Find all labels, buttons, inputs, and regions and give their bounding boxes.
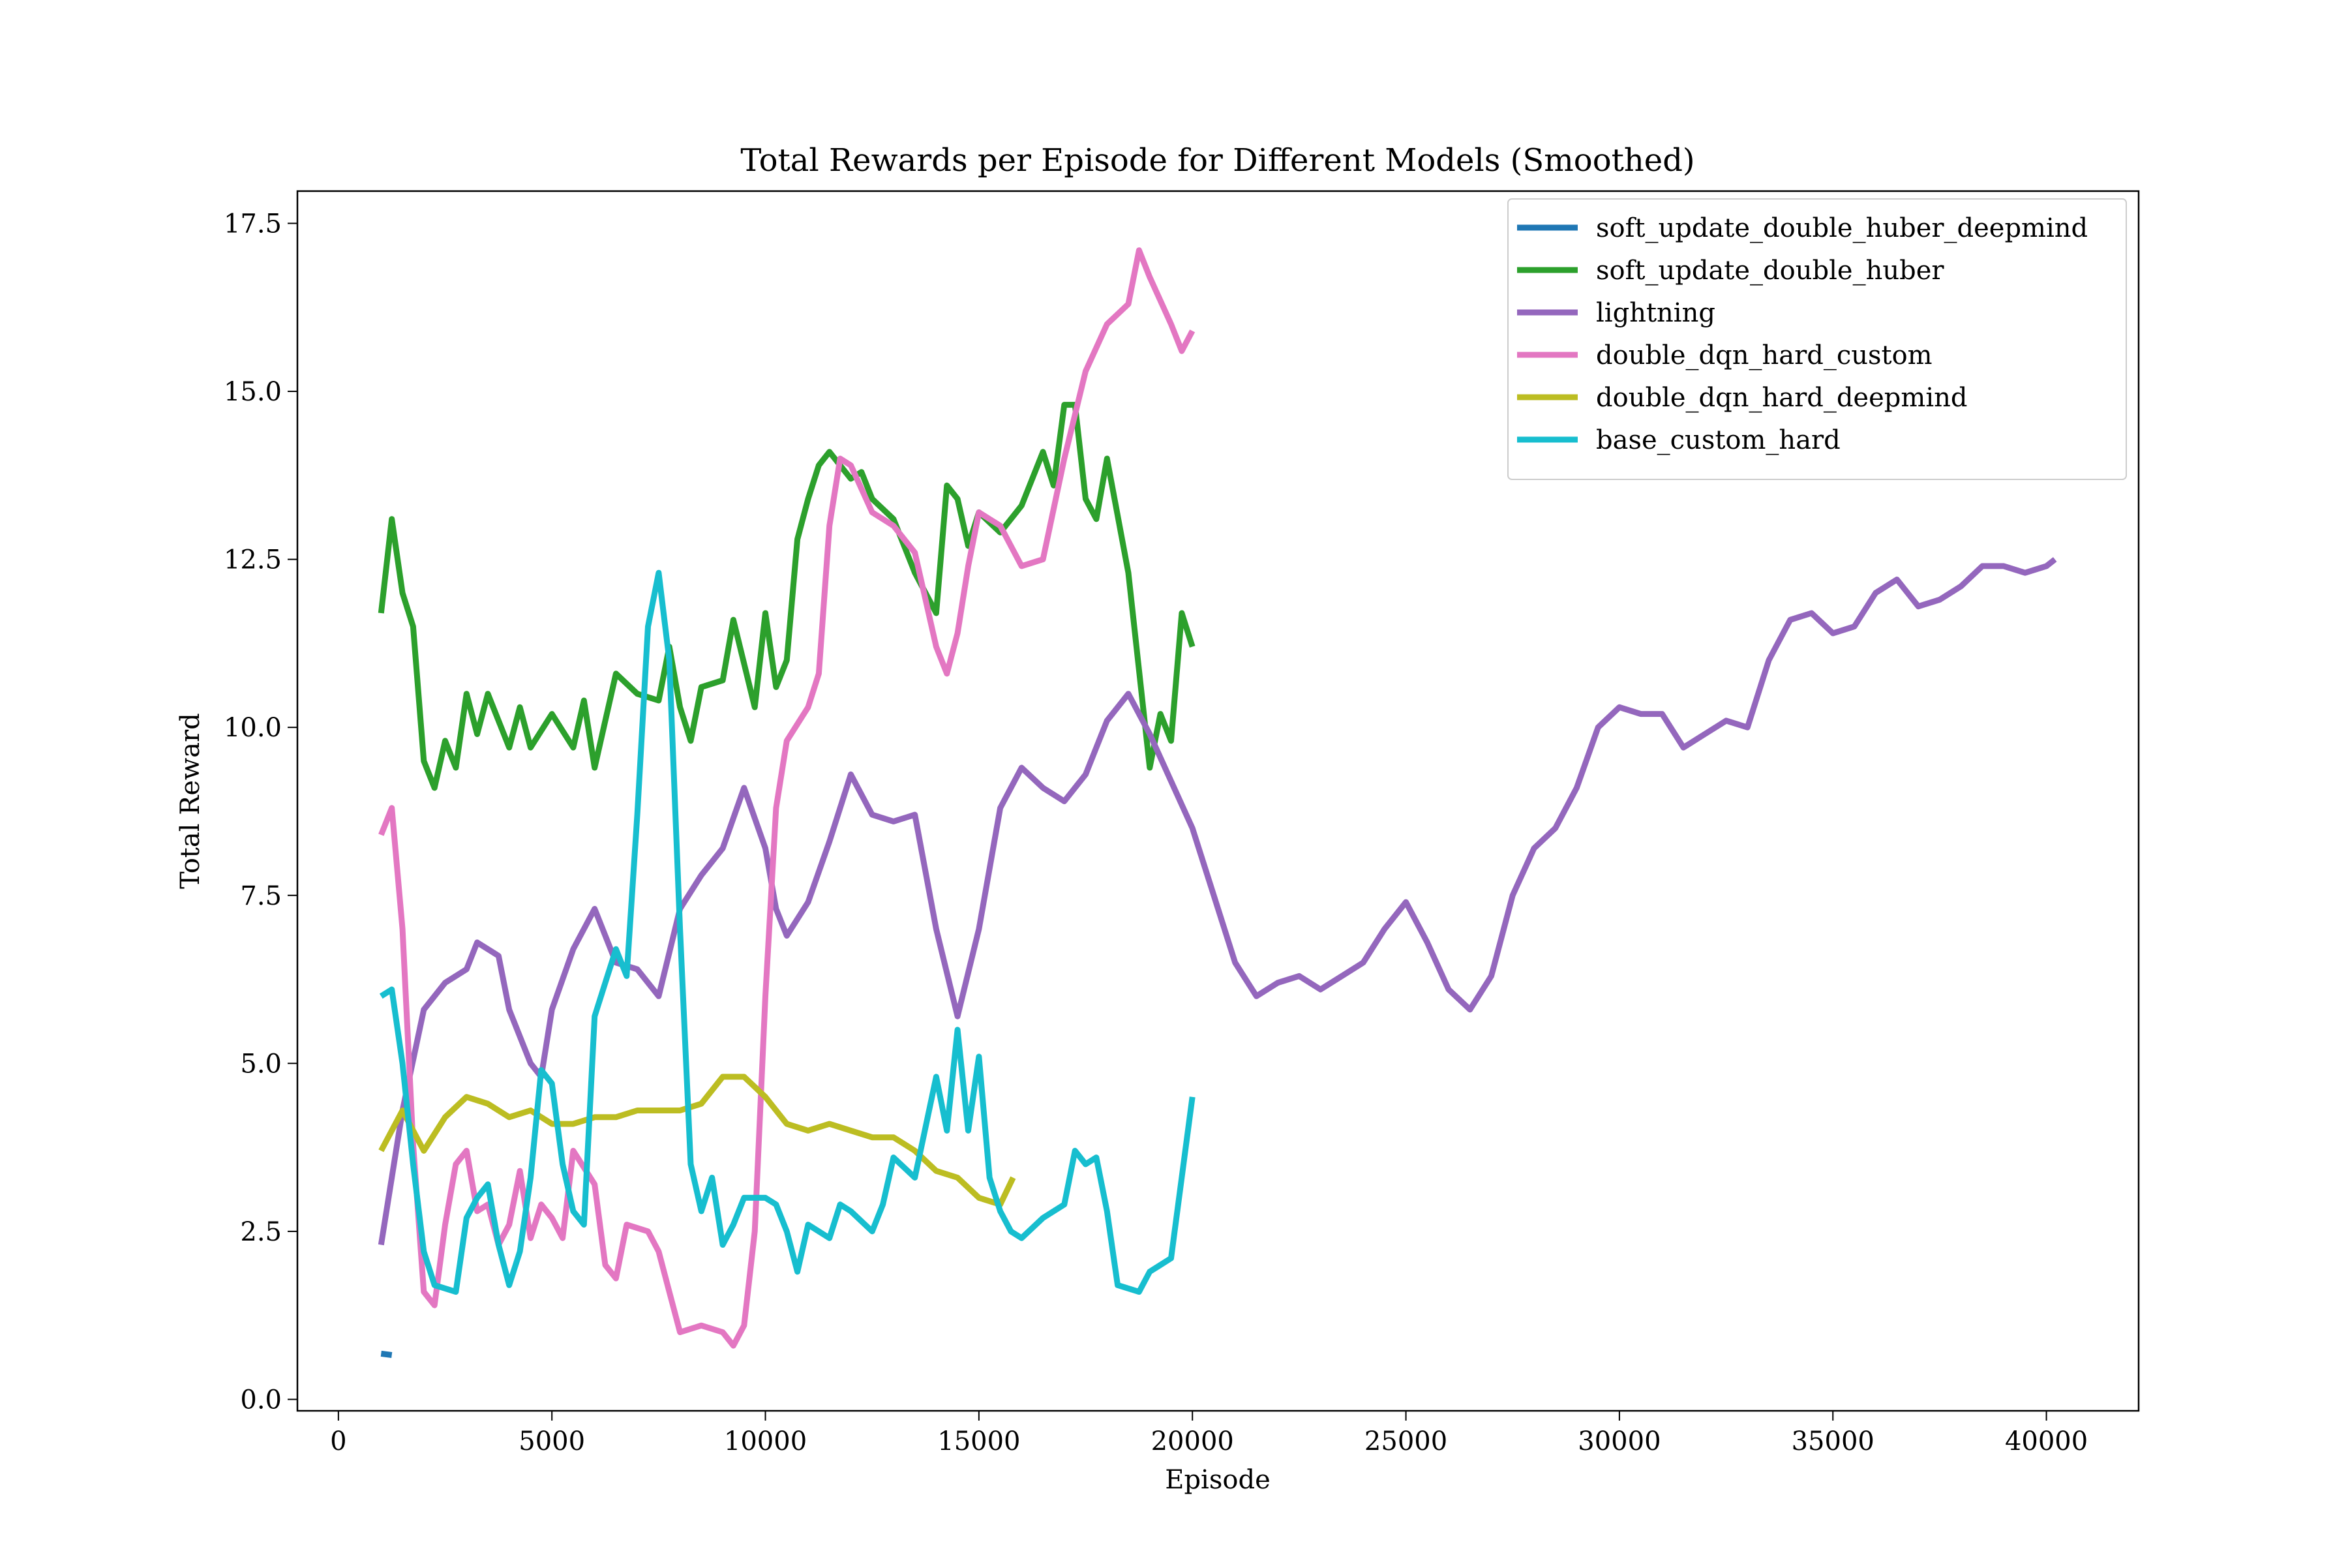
legend-box bbox=[1507, 198, 2127, 480]
y-axis-label: Total Reward bbox=[175, 713, 205, 889]
x-tick-label: 15000 bbox=[937, 1426, 1020, 1456]
legend-label: soft_update_double_huber bbox=[1596, 256, 1944, 286]
x-tick-label: 25000 bbox=[1364, 1426, 1447, 1456]
legend-label: lightning bbox=[1596, 298, 1715, 328]
legend-label: double_dqn_hard_custom bbox=[1596, 340, 1933, 370]
series-line bbox=[378, 247, 1196, 1349]
y-tick-label: 7.5 bbox=[240, 881, 282, 911]
series-line bbox=[379, 569, 1196, 1295]
chart-title: Total Rewards per Episode for Different … bbox=[740, 142, 1694, 179]
x-tick-label: 10000 bbox=[724, 1426, 807, 1456]
legend-label: double_dqn_hard_deepmind bbox=[1596, 383, 1967, 413]
x-tick-label: 0 bbox=[330, 1426, 346, 1456]
series-line bbox=[378, 402, 1196, 791]
x-axis-label: Episode bbox=[1165, 1465, 1270, 1495]
legend-label: base_custom_hard bbox=[1596, 425, 1841, 455]
legend-label: soft_update_double_huber_deepmind bbox=[1596, 213, 2088, 243]
x-tick-label: 40000 bbox=[2005, 1426, 2088, 1456]
y-tick-label: 10.0 bbox=[224, 713, 282, 743]
x-tick-label: 20000 bbox=[1151, 1426, 1234, 1456]
y-tick-label: 5.0 bbox=[240, 1049, 282, 1079]
y-tick-label: 17.5 bbox=[224, 209, 282, 239]
y-tick-label: 12.5 bbox=[224, 545, 282, 575]
series-line bbox=[378, 1074, 1016, 1208]
y-tick-label: 15.0 bbox=[224, 377, 282, 407]
x-tick-label: 35000 bbox=[1792, 1426, 1874, 1456]
y-tick-label: 2.5 bbox=[240, 1217, 282, 1247]
x-tick-label: 30000 bbox=[1578, 1426, 1661, 1456]
x-tick-label: 5000 bbox=[519, 1426, 585, 1456]
plot-frame bbox=[296, 190, 2140, 1412]
series-line bbox=[380, 1350, 393, 1358]
y-tick-label: 0.0 bbox=[240, 1385, 282, 1415]
